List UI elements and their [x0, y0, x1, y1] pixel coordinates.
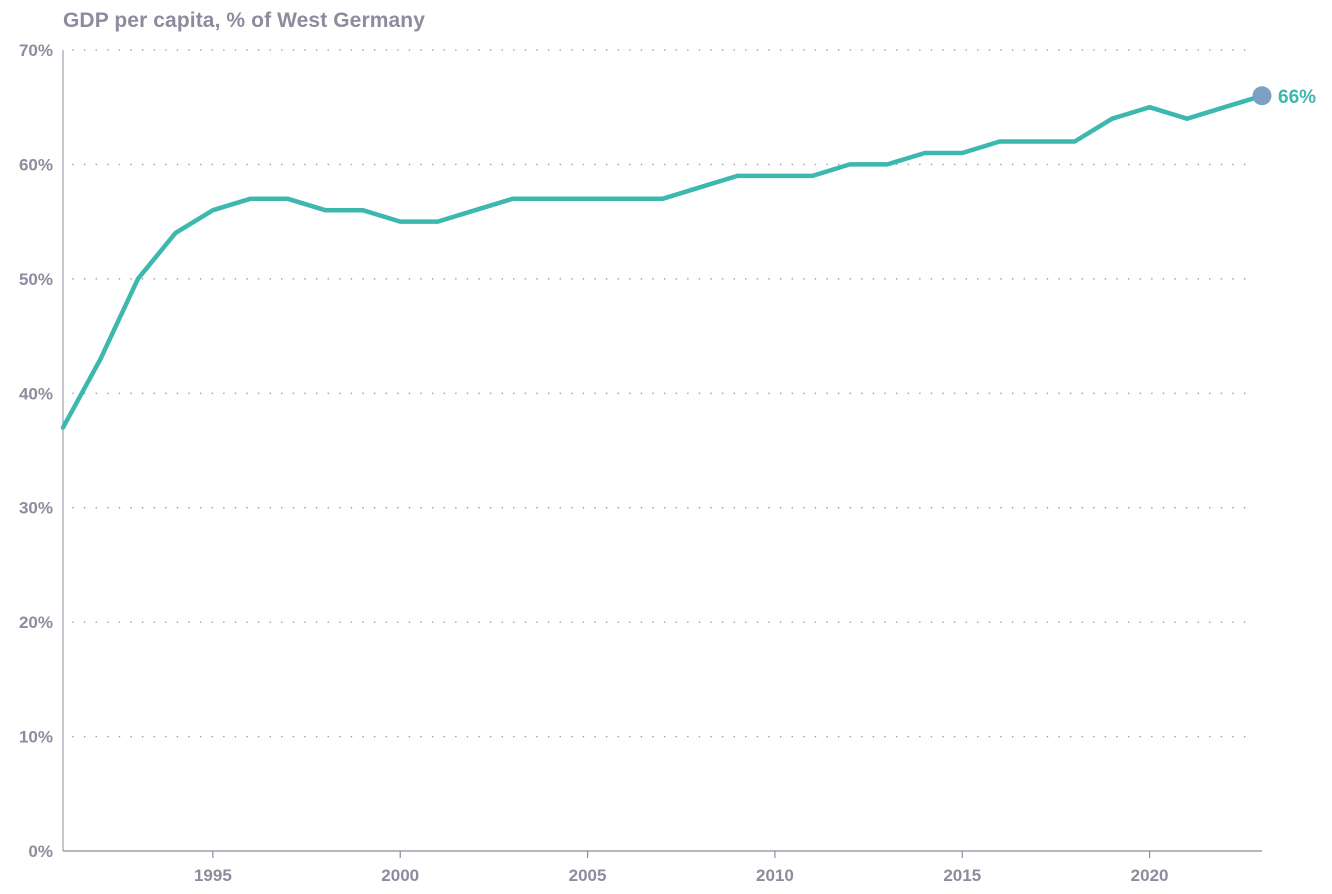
y-tick-label: 50%	[19, 270, 53, 289]
x-tick-label: 1995	[194, 866, 232, 885]
y-tick-label: 70%	[19, 41, 53, 60]
chart-title: GDP per capita, % of West Germany	[63, 9, 425, 32]
y-tick-label: 30%	[19, 499, 53, 518]
x-tick-label: 2005	[569, 866, 607, 885]
y-tick-label: 20%	[19, 613, 53, 632]
x-tick-label: 2015	[943, 866, 981, 885]
series-line	[60, 93, 1265, 430]
end-point-marker	[1252, 86, 1272, 106]
y-tick-label: 0%	[28, 842, 53, 861]
y-tick-label: 10%	[19, 728, 53, 747]
x-tick-label: 2020	[1131, 866, 1169, 885]
x-tick-label: 2010	[756, 866, 794, 885]
x-tick-label: 2000	[381, 866, 419, 885]
y-tick-label: 60%	[19, 155, 53, 174]
end-value-label: 66%	[1278, 87, 1316, 108]
y-tick-label: 40%	[19, 384, 53, 403]
